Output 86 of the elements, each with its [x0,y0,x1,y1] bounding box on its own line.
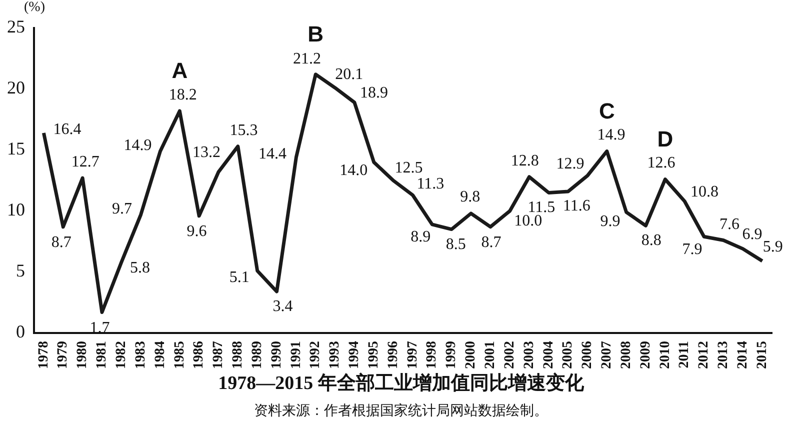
x-tick-label: 2013 [716,341,732,369]
x-tick-label: 1996 [386,341,401,369]
data-label: 12.7 [71,153,100,170]
data-label: 8.9 [410,228,431,246]
data-label: 8.7 [481,234,502,252]
y-tick-label: 25 [7,16,25,37]
x-tick-label: 2015 [754,341,770,369]
data-label: 12.8 [510,152,539,170]
x-tick-label: 2001 [483,341,498,369]
data-label: 15.3 [230,122,258,140]
x-tick-label: 2000 [464,341,479,369]
data-label: 14.0 [340,162,368,179]
x-tick-label: 1995 [366,341,382,369]
data-label: 8.5 [446,236,466,254]
x-tick-label: 2006 [580,341,596,369]
data-label: 18.9 [360,84,388,102]
y-tick-label: 15 [7,138,25,159]
x-tick-label: 2011 [677,341,692,368]
data-label: 14.9 [124,136,152,154]
data-label: 12.5 [394,160,423,176]
x-tick-label: 1997 [405,341,420,369]
text: 1978—2015 年全部工业增加值同比增速变化 [217,372,585,396]
data-label: 9.9 [600,212,620,230]
x-tick-label: 2005 [560,341,576,369]
data-label: 9.7 [112,200,132,218]
data-label: 9.6 [186,222,207,240]
annotation: D [657,126,674,152]
x-tick-label: 1983 [133,341,148,369]
x-tick-label: 2014 [735,341,750,369]
annotation: B [308,21,324,46]
x-tick-label: 1987 [211,341,226,369]
x-tick-label: 1988 [230,341,246,369]
data-label: 8.8 [641,232,662,250]
data-label: 14.9 [597,126,626,144]
x-tick-label: 1991 [288,341,304,369]
data-label: 7.9 [682,240,702,258]
x-tick-label: 1982 [114,341,130,369]
x-tick-label: 1992 [308,341,324,369]
data-label: 18.2 [168,86,197,104]
data-label: 14.4 [258,146,287,163]
x-tick-label: 2004 [541,341,556,369]
x-tick-label: 1989 [250,341,265,369]
y-tick-label: 0 [16,322,25,342]
y-tick-label: 10 [7,200,25,220]
data-label: 5.9 [762,238,783,256]
data-label: 8.7 [51,234,72,251]
data-label: 3.4 [272,298,293,315]
data-label: 12.6 [647,154,676,172]
data-label: 13.2 [192,144,221,161]
x-tick-label: 2009 [638,341,654,369]
data-label: 20.1 [335,66,364,84]
x-tick-label: 2010 [658,341,673,369]
x-tick-label: 2008 [618,341,634,369]
x-tick-label: 1980 [75,341,90,369]
text: 资料来源：作者根据国家统计局网站数据绘制。 [253,402,549,420]
data-label: 12.9 [556,156,584,173]
y-axis-title: (%) [24,0,45,16]
x-tick-label: 1978 [36,341,52,369]
data-label: 11.6 [563,198,590,215]
x-tick-label: 2002 [502,341,518,369]
data-label: 6.9 [742,226,762,243]
data-label: 5.1 [229,268,250,286]
data-label: 16.4 [53,120,82,138]
x-tick-label: 1985 [172,341,188,369]
data-label: 10.8 [690,183,718,200]
x-tick-label: 1981 [94,341,110,369]
x-tick-label: 1998 [424,341,440,369]
annotation: A [172,58,188,84]
y-tick-label: 5 [16,260,25,281]
x-tick-label: 2003 [522,341,537,369]
x-tick-label: 1999 [444,341,460,369]
x-tick-label: 1990 [269,341,284,369]
x-tick-label: 1986 [192,341,207,369]
annotation: C [598,98,615,124]
data-label: 9.8 [460,188,480,206]
data-label: 7.6 [719,216,740,234]
x-tick-label: 1994 [347,341,362,369]
data-label: 5.8 [130,259,150,276]
x-tick-label: 1979 [56,341,71,369]
x-tick-label: 1984 [152,341,168,369]
x-tick-label: 1993 [328,341,343,369]
x-tick-label: 2007 [600,341,615,369]
y-tick-label: 20 [7,78,25,98]
data-label: 21.2 [292,50,321,68]
x-tick-label: 2012 [696,341,712,369]
data-label: 11.3 [416,176,444,193]
